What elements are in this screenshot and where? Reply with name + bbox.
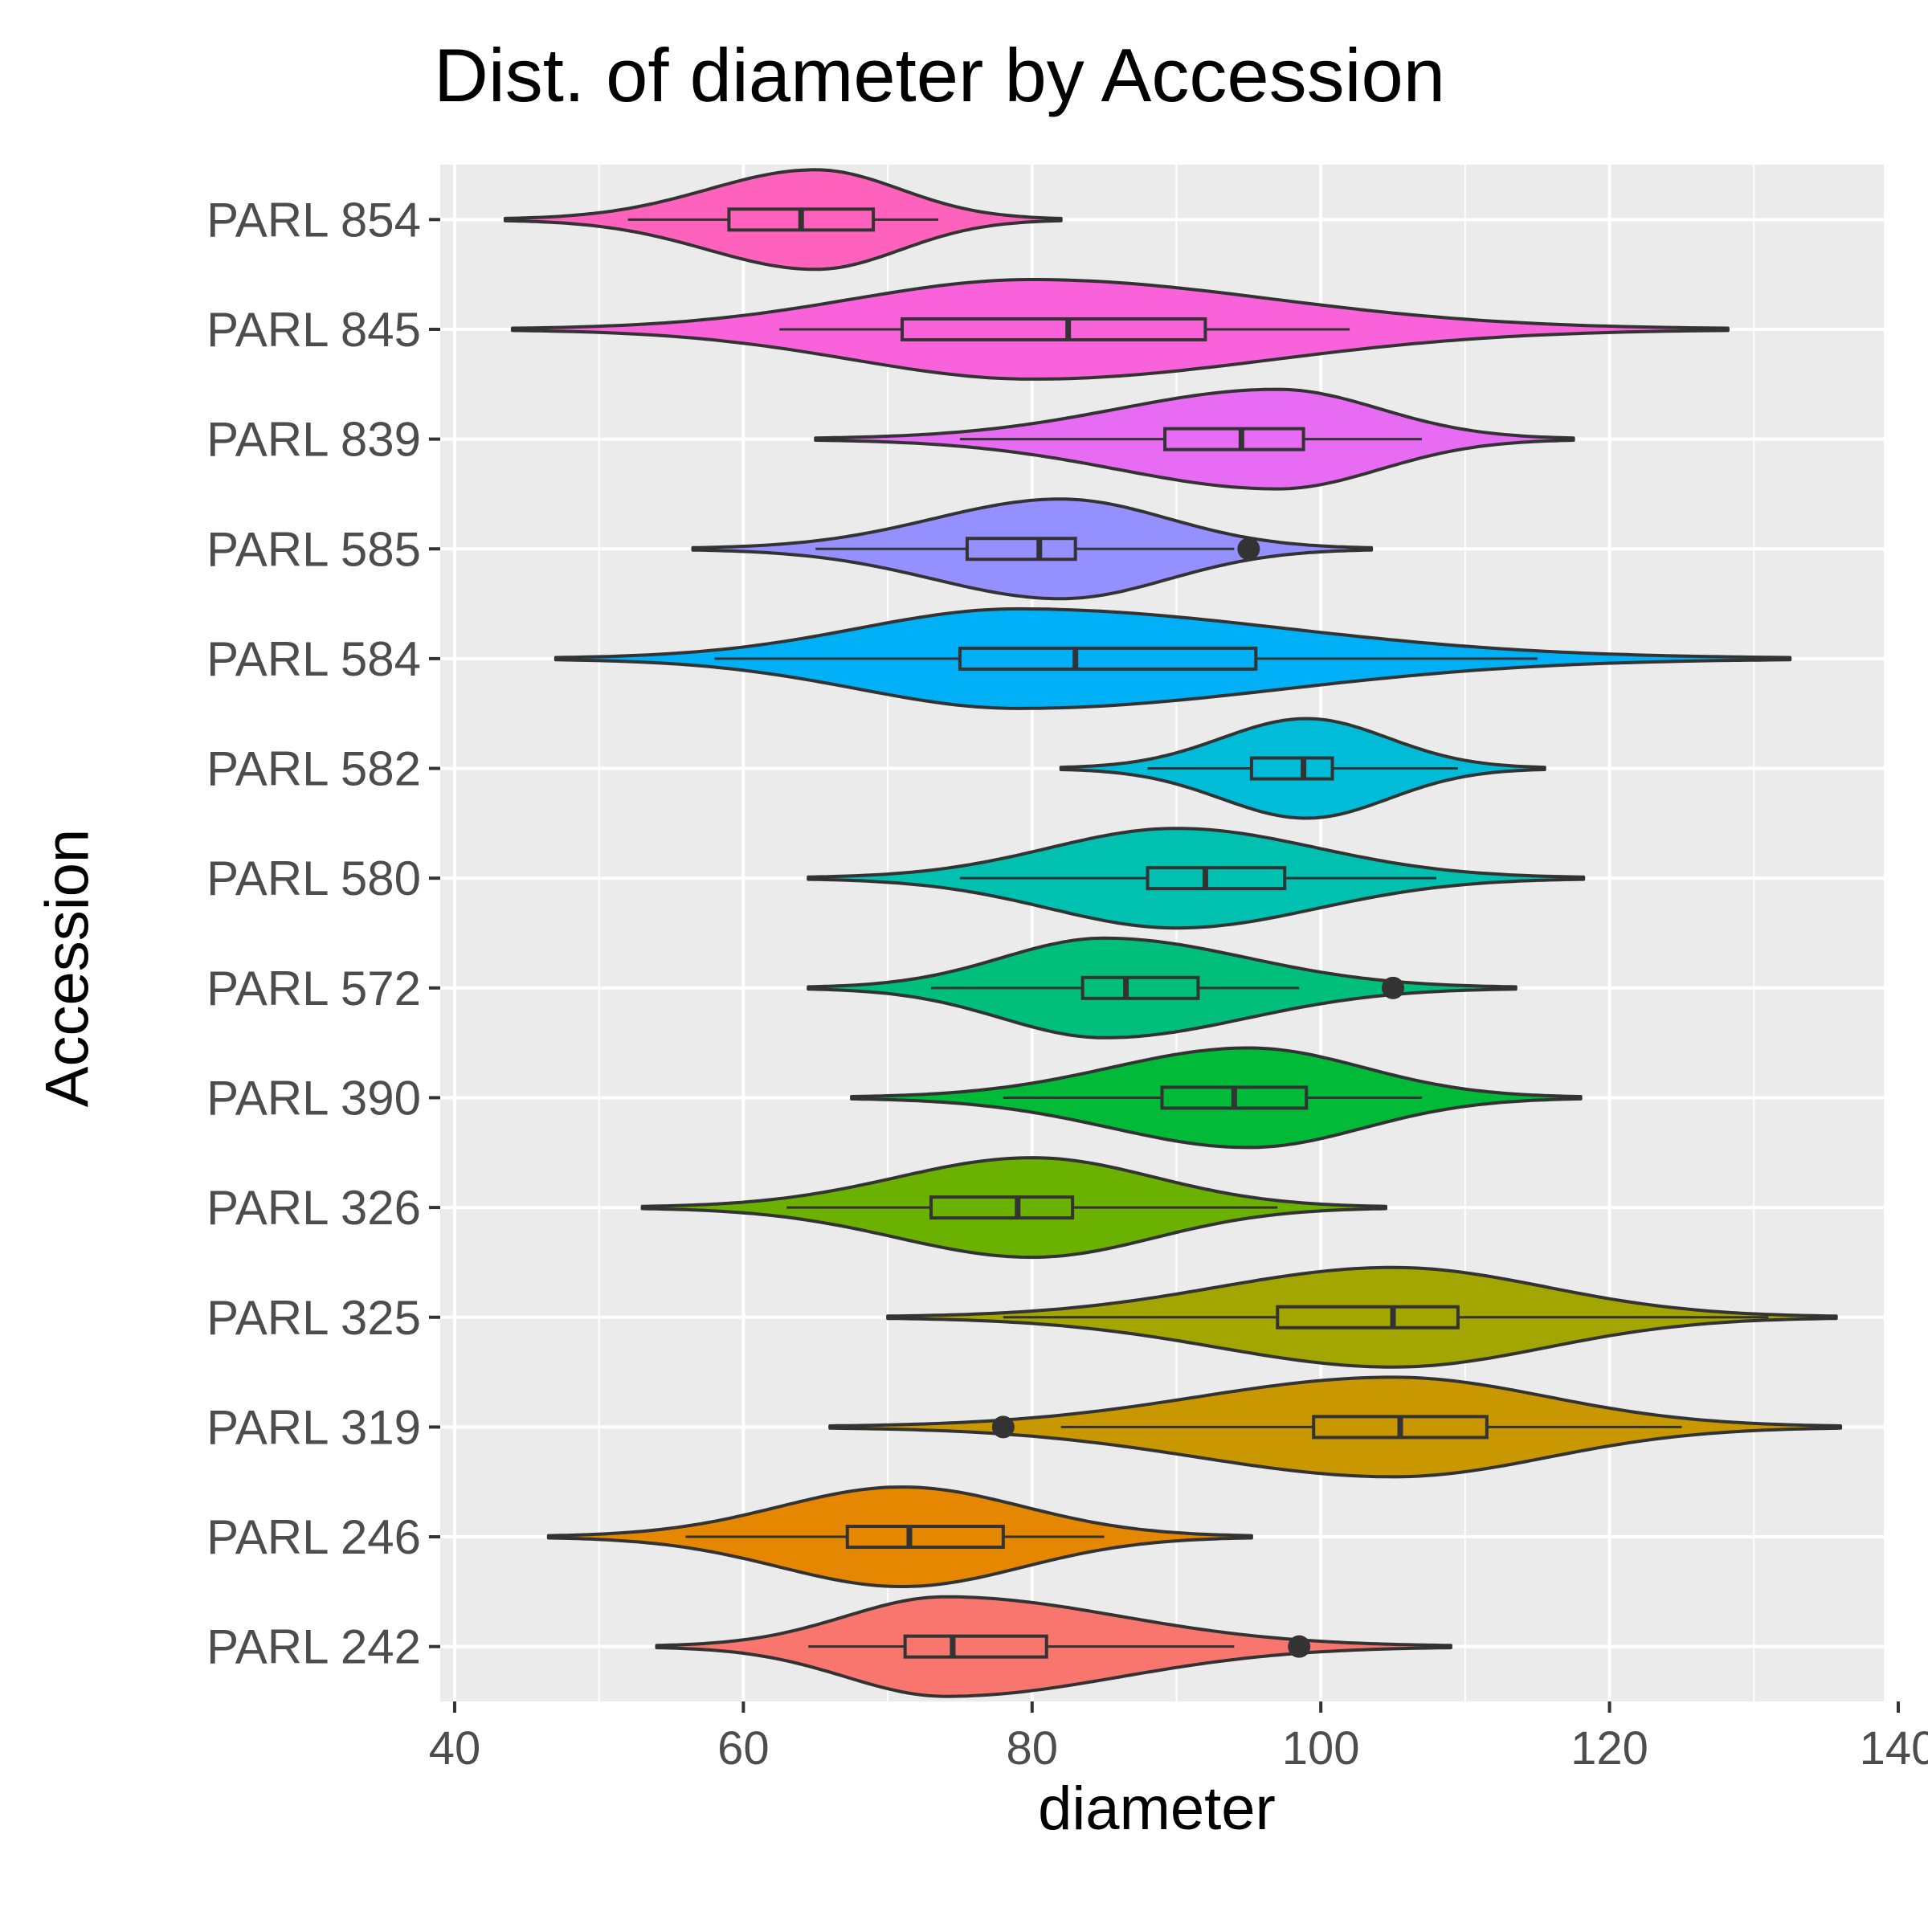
- y-tick-label: PARL 582: [206, 742, 421, 796]
- box: [958, 646, 1258, 671]
- box: [965, 537, 1077, 562]
- x-axis-title: diameter: [1038, 1775, 1276, 1843]
- y-tick-label: PARL 572: [206, 962, 421, 1015]
- box: [845, 1525, 1005, 1550]
- y-tick-label: PARL 580: [206, 852, 421, 905]
- x-tick-label: 60: [717, 1722, 770, 1775]
- chart-title: Dist. of diameter by Accession: [434, 33, 1446, 117]
- y-tick-label: PARL 839: [206, 413, 421, 467]
- x-tick-label: 140: [1860, 1722, 1928, 1775]
- box: [903, 1634, 1048, 1659]
- x-tick-label: 40: [429, 1722, 481, 1775]
- panel-background: [440, 165, 1884, 1701]
- box: [901, 317, 1207, 341]
- outlier-point: [1382, 976, 1405, 999]
- box: [1080, 975, 1200, 1000]
- y-tick-label: PARL 242: [206, 1620, 421, 1674]
- x-tick-label: 80: [1007, 1722, 1059, 1775]
- outlier-point: [1237, 537, 1260, 561]
- y-tick-label: PARL 326: [206, 1181, 421, 1235]
- box: [1163, 427, 1305, 451]
- outlier-point: [991, 1415, 1015, 1439]
- x-tick-label: 120: [1571, 1722, 1648, 1775]
- box: [1249, 756, 1334, 781]
- x-tick-label: 100: [1282, 1722, 1360, 1775]
- y-tick-label: PARL 246: [206, 1510, 421, 1564]
- box: [1146, 866, 1287, 891]
- y-tick-label: PARL 585: [206, 522, 421, 576]
- box: [929, 1195, 1075, 1220]
- y-tick-label: PARL 390: [206, 1071, 421, 1125]
- outlier-point: [1288, 1635, 1311, 1658]
- y-tick-label: PARL 854: [206, 193, 421, 247]
- y-tick-label: PARL 584: [206, 632, 421, 686]
- box: [1276, 1305, 1460, 1330]
- y-axis-title: Accession: [33, 828, 102, 1108]
- y-tick-label: PARL 319: [206, 1400, 421, 1454]
- y-tick-label: PARL 325: [206, 1291, 421, 1345]
- y-tick-label: PARL 845: [206, 303, 421, 357]
